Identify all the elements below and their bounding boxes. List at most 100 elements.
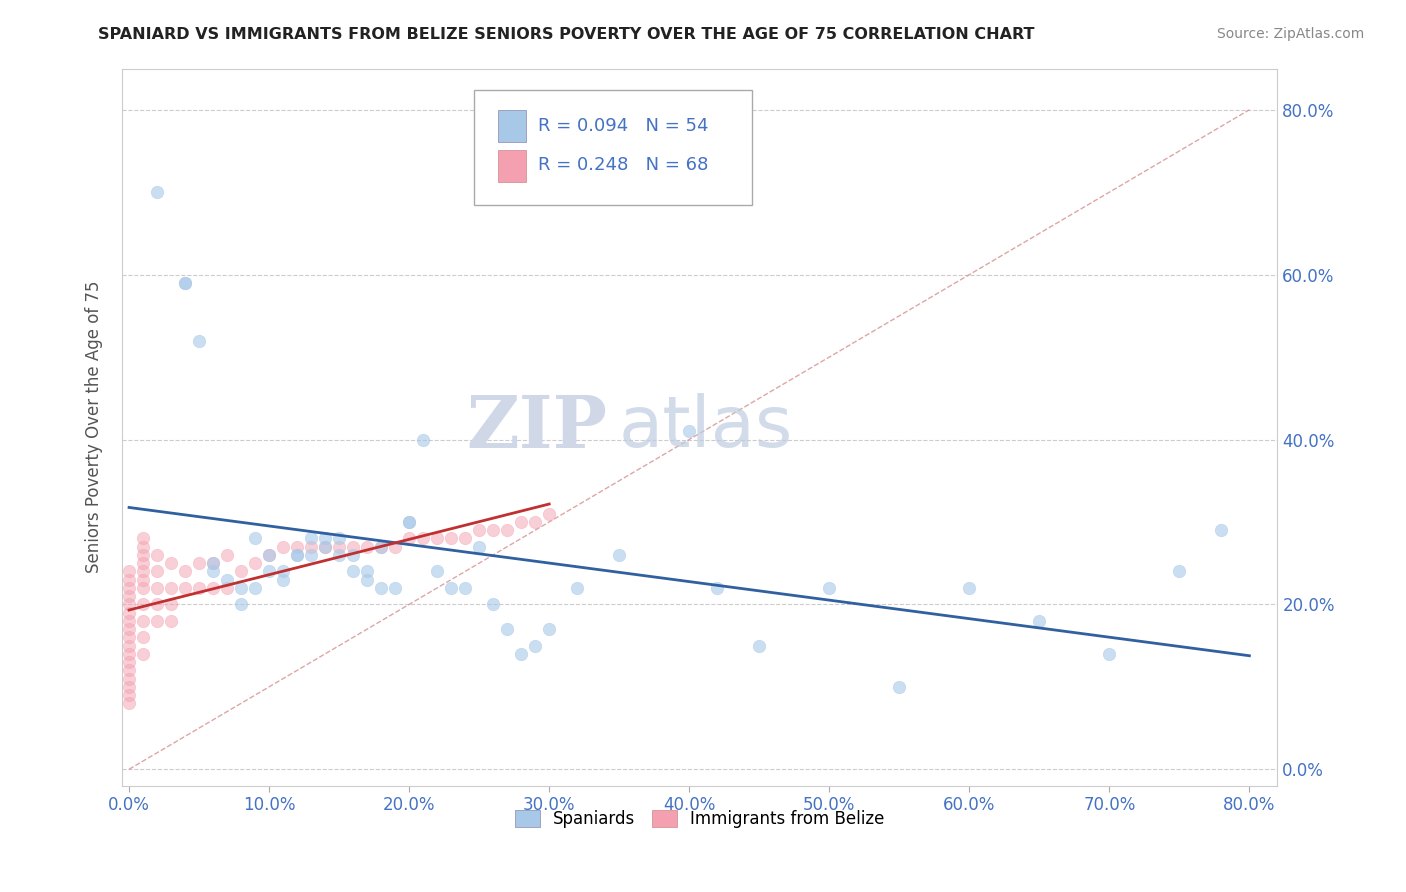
Point bbox=[146, 548, 169, 562]
Point bbox=[160, 614, 183, 628]
Point bbox=[706, 581, 728, 595]
Point bbox=[243, 581, 266, 595]
Point bbox=[146, 614, 169, 628]
Point bbox=[118, 688, 141, 702]
Text: SPANIARD VS IMMIGRANTS FROM BELIZE SENIORS POVERTY OVER THE AGE OF 75 CORRELATIO: SPANIARD VS IMMIGRANTS FROM BELIZE SENIO… bbox=[98, 27, 1035, 42]
Point bbox=[146, 598, 169, 612]
Point bbox=[132, 532, 155, 546]
Text: Source: ZipAtlas.com: Source: ZipAtlas.com bbox=[1216, 27, 1364, 41]
Point bbox=[1211, 523, 1233, 537]
Point bbox=[299, 540, 322, 554]
Point bbox=[257, 548, 280, 562]
FancyBboxPatch shape bbox=[498, 150, 526, 182]
Point bbox=[482, 523, 505, 537]
Point bbox=[818, 581, 841, 595]
Point bbox=[538, 622, 561, 636]
Point bbox=[314, 540, 336, 554]
Point bbox=[398, 515, 420, 529]
Point bbox=[132, 631, 155, 645]
Point bbox=[468, 540, 491, 554]
Point bbox=[342, 540, 364, 554]
Point bbox=[1168, 565, 1191, 579]
Point bbox=[257, 548, 280, 562]
Point bbox=[426, 565, 449, 579]
Point bbox=[229, 581, 252, 595]
Point bbox=[217, 581, 239, 595]
Point bbox=[328, 548, 350, 562]
Point bbox=[132, 598, 155, 612]
Point bbox=[132, 556, 155, 570]
Point bbox=[188, 556, 211, 570]
Point bbox=[524, 639, 547, 653]
Point bbox=[314, 540, 336, 554]
Point bbox=[285, 548, 308, 562]
Point bbox=[271, 540, 294, 554]
Point bbox=[468, 523, 491, 537]
Point bbox=[412, 532, 434, 546]
Point bbox=[356, 573, 378, 587]
Text: atlas: atlas bbox=[619, 392, 793, 462]
Point bbox=[538, 507, 561, 521]
Point bbox=[356, 565, 378, 579]
Point bbox=[370, 540, 392, 554]
Point bbox=[271, 565, 294, 579]
Point bbox=[132, 565, 155, 579]
Point bbox=[454, 581, 477, 595]
Point bbox=[243, 532, 266, 546]
Point bbox=[426, 532, 449, 546]
Point bbox=[132, 647, 155, 661]
Point bbox=[398, 532, 420, 546]
Point bbox=[328, 540, 350, 554]
Text: R = 0.094   N = 54: R = 0.094 N = 54 bbox=[538, 117, 709, 135]
Point bbox=[160, 598, 183, 612]
Point bbox=[118, 672, 141, 686]
Point bbox=[482, 598, 505, 612]
Point bbox=[342, 565, 364, 579]
Point bbox=[567, 581, 589, 595]
Point bbox=[174, 276, 197, 290]
Point bbox=[678, 424, 700, 438]
Point bbox=[217, 548, 239, 562]
Point bbox=[370, 540, 392, 554]
Point bbox=[174, 276, 197, 290]
Point bbox=[202, 565, 225, 579]
Point bbox=[118, 581, 141, 595]
Text: ZIP: ZIP bbox=[467, 392, 607, 463]
Point bbox=[132, 581, 155, 595]
Point bbox=[271, 573, 294, 587]
Point bbox=[299, 548, 322, 562]
Point bbox=[957, 581, 980, 595]
Point bbox=[524, 515, 547, 529]
Point bbox=[118, 655, 141, 669]
Point bbox=[356, 540, 378, 554]
Point bbox=[384, 540, 406, 554]
Point bbox=[398, 515, 420, 529]
Point bbox=[202, 556, 225, 570]
Point bbox=[299, 532, 322, 546]
Point bbox=[412, 433, 434, 447]
Point bbox=[118, 614, 141, 628]
Point bbox=[146, 581, 169, 595]
Point bbox=[202, 556, 225, 570]
Point bbox=[440, 532, 463, 546]
Point bbox=[889, 680, 911, 694]
Point bbox=[132, 540, 155, 554]
Point bbox=[188, 581, 211, 595]
Point bbox=[118, 631, 141, 645]
Point bbox=[146, 185, 169, 199]
Point bbox=[160, 581, 183, 595]
Point bbox=[132, 573, 155, 587]
Point bbox=[118, 622, 141, 636]
Point bbox=[328, 532, 350, 546]
Point bbox=[118, 589, 141, 603]
Point bbox=[384, 581, 406, 595]
Point bbox=[607, 548, 630, 562]
Point bbox=[496, 622, 519, 636]
Point bbox=[285, 548, 308, 562]
Point bbox=[188, 334, 211, 348]
Point bbox=[132, 548, 155, 562]
Point bbox=[146, 565, 169, 579]
Y-axis label: Seniors Poverty Over the Age of 75: Seniors Poverty Over the Age of 75 bbox=[86, 281, 103, 574]
Point bbox=[229, 598, 252, 612]
Point bbox=[285, 540, 308, 554]
